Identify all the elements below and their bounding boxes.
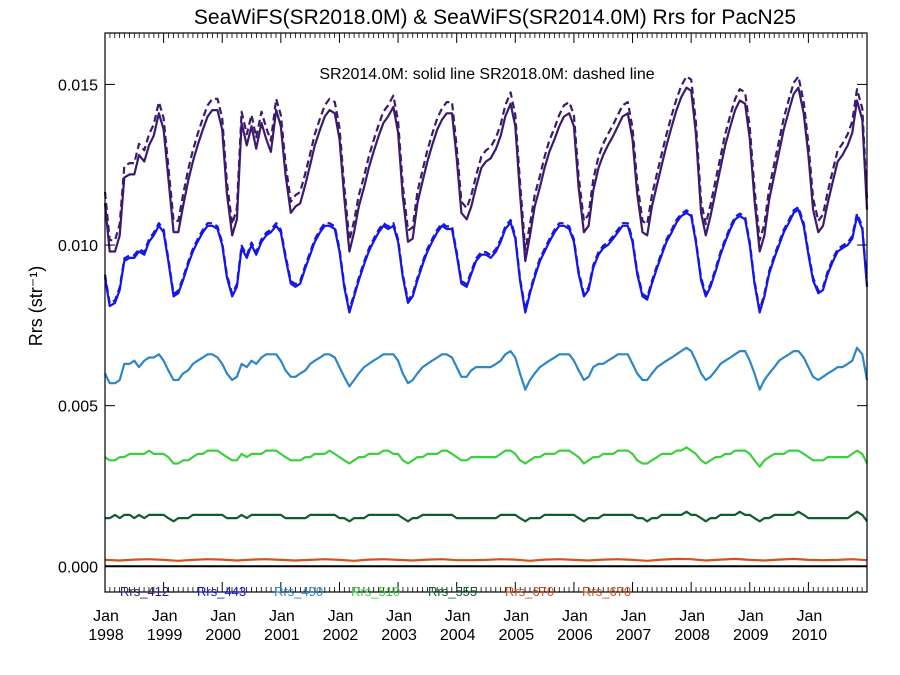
series-line-rrs-510: [104, 446, 868, 468]
series-line-rrs-555: [105, 510, 868, 523]
x-tick-year: 2002: [323, 627, 359, 644]
x-tick-month: Jan: [562, 608, 588, 625]
y-tick-label: 0.010: [58, 238, 98, 255]
legend-item: Rrs_670: [582, 584, 631, 599]
x-tick-year: 1999: [147, 627, 183, 644]
y-tick-label: 0.005: [58, 399, 98, 416]
x-tick-month: Jan: [386, 608, 412, 625]
series-line-rrs-412-sr2018: [103, 75, 869, 251]
legend: Rrs_412 Rrs_443 Rrs_490 Rrs_510 Rrs_555 Rrs_6…: [120, 584, 631, 599]
series-line-rrs-443-sr2018: [103, 206, 869, 311]
x-tick-year: 2001: [264, 627, 300, 644]
legend-item: Rrs_443: [197, 584, 246, 599]
x-tick-month: Jan: [269, 608, 295, 625]
x-tick-month: Jan: [152, 608, 178, 625]
x-tick-month: Jan: [503, 608, 529, 625]
series-line-rrs-490: [104, 346, 869, 391]
x-tick-month: Jan: [679, 608, 705, 625]
series-line-rrs-412-sr2014: [103, 86, 869, 263]
series-line-rrs-670: [104, 557, 868, 562]
legend-item: Rrs_412: [120, 584, 169, 599]
x-tick-month: Jan: [738, 608, 764, 625]
legend-item: Rrs_670: [505, 584, 554, 599]
y-tick-label: 0.015: [58, 77, 98, 94]
y-tick-layer: 0.000 0.005 0.010 0.015: [58, 77, 867, 576]
x-tick-year: 1998: [88, 627, 124, 644]
chart-title: SeaWiFS(SR2018.0M) & SeaWiFS(SR2014.0M) …: [194, 6, 796, 29]
x-tick-year: 2005: [499, 627, 535, 644]
series-layer: [103, 75, 869, 562]
x-tick-year: 2010: [792, 627, 828, 644]
x-tick-year: 2007: [616, 627, 652, 644]
legend-item: Rrs_510: [351, 584, 400, 599]
x-tick-year: 2000: [205, 627, 241, 644]
x-tick-year: 2003: [381, 627, 417, 644]
x-tick-month: Jan: [93, 608, 119, 625]
x-tick-month: Jan: [445, 608, 471, 625]
y-tick-label: 0.000: [58, 559, 98, 576]
x-tick-month: Jan: [210, 608, 236, 625]
x-tick-month: Jan: [621, 608, 647, 625]
x-tick-year: 2008: [674, 627, 710, 644]
x-tick-year: 2009: [733, 627, 769, 644]
x-tick-month: Jan: [796, 608, 822, 625]
x-tick-year: 2004: [440, 627, 476, 644]
y-axis-label: Rrs (str⁻¹): [26, 266, 46, 346]
legend-item: Rrs_490: [274, 584, 323, 599]
legend-item: Rrs_555: [428, 584, 477, 599]
x-tick-year: 2006: [557, 627, 593, 644]
x-tick-layer: Jan 1998 Jan 1999 Jan 2000 Jan 2001 Jan 2002 Jan 20…: [88, 33, 863, 644]
line-style-annotation: SR2014.0M: solid line SR2018.0M: dashed …: [319, 66, 654, 83]
x-tick-month: Jan: [328, 608, 354, 625]
series-line-rrs-443-sr2014: [103, 208, 869, 314]
